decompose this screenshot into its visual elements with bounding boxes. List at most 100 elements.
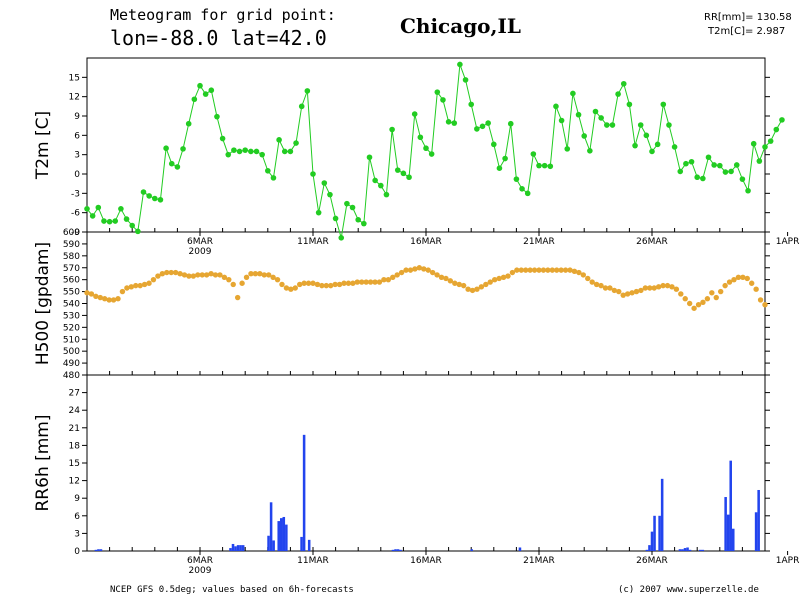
t2m-point-42 bbox=[321, 180, 328, 186]
h500-point-124 bbox=[633, 288, 640, 295]
t2m-mean-stat: T2m[C]= 2.987 bbox=[708, 26, 786, 37]
t2m-point-119 bbox=[756, 158, 763, 164]
location-title: Chicago,IL bbox=[400, 14, 521, 38]
t2m-point-32 bbox=[265, 167, 271, 174]
t2m-series-line bbox=[86, 64, 783, 238]
ytick-label-2-3: 9 bbox=[74, 494, 80, 504]
h500-point-26 bbox=[199, 272, 205, 278]
h500-point-125 bbox=[638, 287, 644, 294]
rr6h-bar-85 bbox=[302, 434, 306, 551]
h500-point-43 bbox=[274, 276, 281, 283]
h500-point-42 bbox=[270, 274, 276, 280]
h500-point-111 bbox=[576, 269, 582, 276]
t2m-point-83 bbox=[553, 103, 559, 110]
ytick-label-1-12: 600 bbox=[63, 228, 80, 238]
h500-point-141 bbox=[709, 290, 715, 296]
h500-point-117 bbox=[602, 285, 609, 291]
h500-point-7 bbox=[115, 296, 121, 302]
h500-point-130 bbox=[660, 282, 666, 289]
h500-point-76 bbox=[421, 266, 427, 272]
xtick-label-2-3: 21MAR bbox=[523, 556, 555, 566]
t2m-point-101 bbox=[654, 141, 661, 148]
h500-point-68 bbox=[385, 276, 392, 283]
rr6h-bar-121 bbox=[394, 549, 397, 551]
h500-point-11 bbox=[133, 282, 139, 289]
t2m-point-86 bbox=[570, 90, 576, 97]
t2m-point-78 bbox=[524, 190, 531, 197]
t2m-point-3 bbox=[101, 218, 107, 224]
h500-point-15 bbox=[150, 276, 157, 283]
t2m-point-85 bbox=[564, 146, 571, 152]
h500-point-146 bbox=[731, 276, 737, 283]
ytick-label-0-3: 0 bbox=[74, 170, 80, 180]
t2m-point-30 bbox=[253, 148, 260, 155]
ylabel-0: T2m [C] bbox=[33, 111, 53, 180]
h500-point-118 bbox=[607, 285, 613, 291]
h500-point-51 bbox=[310, 280, 316, 286]
h500-point-54 bbox=[323, 282, 329, 289]
h500-point-56 bbox=[332, 281, 338, 288]
rr6h-bar-3 bbox=[94, 549, 98, 551]
rr6h-bar-78 bbox=[285, 524, 288, 551]
t2m-point-110 bbox=[705, 154, 712, 161]
rr6h-bar-87 bbox=[307, 539, 311, 551]
ytick-label-2-9: 27 bbox=[69, 389, 80, 399]
rr6h-bar-57 bbox=[231, 543, 235, 551]
rr6h-bar-56 bbox=[229, 548, 232, 551]
t2m-point-66 bbox=[457, 61, 463, 68]
h500-point-72 bbox=[403, 267, 409, 273]
h500-point-87 bbox=[469, 287, 476, 294]
t2m-point-100 bbox=[649, 148, 655, 155]
h500-point-73 bbox=[407, 267, 414, 273]
h500-point-99 bbox=[523, 267, 529, 273]
t2m-point-82 bbox=[547, 163, 554, 170]
t2m-point-112 bbox=[717, 162, 723, 169]
rr6h-bar-221 bbox=[648, 545, 651, 551]
rr6h-bar-77 bbox=[282, 516, 286, 551]
t2m-point-39 bbox=[304, 88, 311, 94]
ytick-label-0-0: -9 bbox=[71, 228, 80, 238]
h500-point-0 bbox=[84, 290, 90, 296]
rr6h-bar-220 bbox=[645, 549, 649, 551]
h500-point-138 bbox=[695, 301, 702, 308]
h500-point-89 bbox=[478, 284, 485, 290]
h500-point-107 bbox=[558, 267, 564, 273]
t2m-point-23 bbox=[214, 113, 220, 120]
t2m-point-94 bbox=[615, 91, 621, 97]
h500-point-142 bbox=[713, 294, 719, 301]
t2m-point-0 bbox=[84, 206, 90, 212]
h500-point-48 bbox=[297, 281, 303, 288]
rr6h-bar-120 bbox=[391, 549, 395, 551]
h500-point-8 bbox=[119, 288, 126, 295]
t2m-point-15 bbox=[168, 160, 175, 167]
h500-point-129 bbox=[655, 284, 662, 290]
h500-point-22 bbox=[181, 272, 188, 278]
h500-point-40 bbox=[261, 272, 267, 278]
t2m-point-72 bbox=[491, 141, 497, 148]
h500-point-3 bbox=[97, 294, 103, 301]
rr6h-bar-76 bbox=[279, 518, 283, 551]
t2m-point-62 bbox=[434, 89, 441, 95]
h500-point-25 bbox=[195, 272, 201, 278]
t2m-point-56 bbox=[400, 170, 407, 177]
t2m-point-45 bbox=[338, 235, 345, 241]
ytick-label-0-7: 12 bbox=[69, 93, 80, 103]
ytick-label-0-6: 9 bbox=[74, 112, 80, 122]
h500-point-59 bbox=[345, 280, 352, 286]
t2m-point-77 bbox=[519, 186, 525, 192]
t2m-point-71 bbox=[485, 120, 491, 126]
t2m-point-49 bbox=[361, 220, 367, 227]
rr6h-bar-61 bbox=[241, 545, 245, 551]
h500-point-109 bbox=[567, 267, 573, 273]
h500-point-128 bbox=[651, 285, 657, 291]
h500-point-86 bbox=[465, 286, 471, 292]
t2m-point-50 bbox=[366, 154, 373, 161]
xtick-label-0-0: 6MAR bbox=[187, 237, 213, 247]
h500-point-17 bbox=[159, 271, 166, 277]
rr6h-bar-71 bbox=[267, 535, 270, 551]
t2m-point-43 bbox=[327, 191, 333, 198]
h500-point-137 bbox=[691, 305, 697, 311]
ytick-label-2-4: 12 bbox=[69, 477, 80, 487]
h500-point-60 bbox=[350, 280, 356, 286]
